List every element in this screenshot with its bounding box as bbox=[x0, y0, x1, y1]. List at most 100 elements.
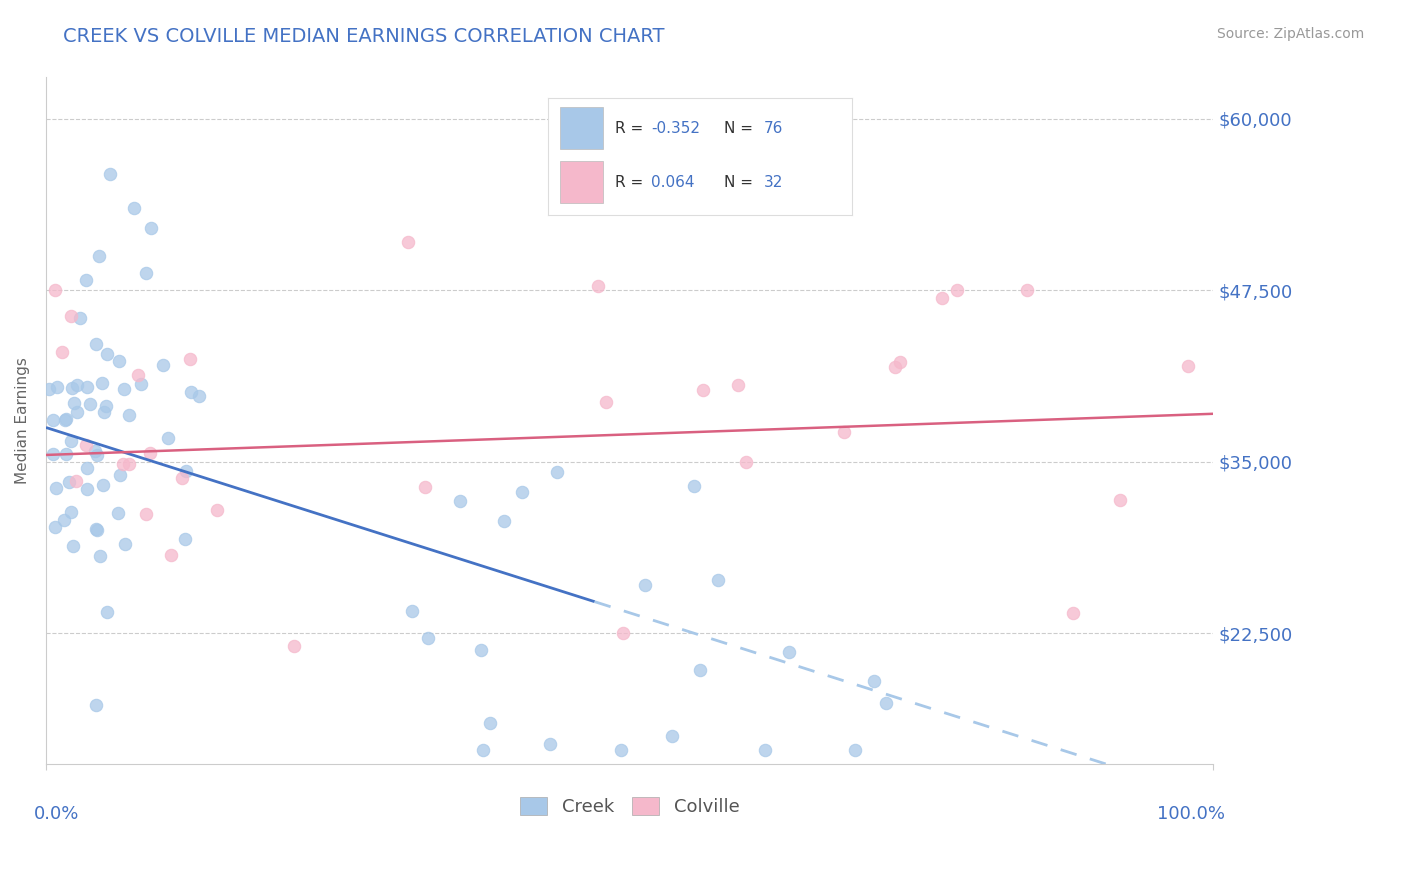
Point bbox=[38, 382, 60, 396]
Point bbox=[42, 413, 65, 427]
Point bbox=[683, 479, 706, 493]
Point bbox=[53, 413, 76, 427]
Point bbox=[84, 444, 107, 458]
Point bbox=[63, 396, 86, 410]
Point bbox=[492, 514, 515, 528]
Point bbox=[179, 351, 201, 366]
Point bbox=[727, 378, 749, 392]
Point bbox=[156, 431, 179, 445]
Point bbox=[44, 283, 66, 297]
Point bbox=[661, 730, 683, 744]
Text: CREEK VS COLVILLE MEDIAN EARNINGS CORRELATION CHART: CREEK VS COLVILLE MEDIAN EARNINGS CORREL… bbox=[63, 27, 665, 45]
Point bbox=[98, 167, 121, 181]
Point bbox=[118, 457, 141, 471]
Point bbox=[538, 737, 561, 751]
Point bbox=[69, 311, 91, 326]
Point bbox=[107, 506, 129, 520]
Point bbox=[65, 474, 87, 488]
Point bbox=[66, 405, 89, 419]
Point bbox=[610, 743, 633, 757]
Point bbox=[60, 505, 83, 519]
Point bbox=[180, 384, 202, 399]
Point bbox=[76, 380, 98, 394]
Point bbox=[478, 715, 501, 730]
Legend: Creek, Colville: Creek, Colville bbox=[513, 789, 747, 823]
Point bbox=[152, 358, 174, 372]
Point bbox=[692, 384, 714, 398]
Y-axis label: Median Earnings: Median Earnings bbox=[15, 357, 30, 484]
Point bbox=[84, 522, 107, 536]
Point bbox=[96, 347, 118, 361]
Point bbox=[59, 309, 82, 323]
Point bbox=[844, 743, 866, 757]
Text: 100.0%: 100.0% bbox=[1157, 805, 1225, 823]
Point bbox=[634, 578, 657, 592]
Point bbox=[863, 673, 886, 688]
Point bbox=[75, 273, 97, 287]
Point bbox=[79, 396, 101, 410]
Point bbox=[114, 537, 136, 551]
Point bbox=[1109, 493, 1132, 508]
Point bbox=[86, 336, 108, 351]
Point bbox=[45, 481, 67, 495]
Point bbox=[754, 743, 776, 757]
Point bbox=[889, 355, 911, 369]
Point bbox=[205, 503, 228, 517]
Point bbox=[139, 221, 162, 235]
Point bbox=[135, 508, 157, 522]
Point bbox=[172, 471, 194, 485]
Point bbox=[160, 548, 183, 562]
Point bbox=[396, 235, 419, 249]
Point bbox=[111, 457, 134, 471]
Point bbox=[778, 645, 800, 659]
Point bbox=[62, 539, 84, 553]
Point bbox=[42, 446, 65, 460]
Point bbox=[135, 266, 157, 280]
Point bbox=[90, 376, 112, 391]
Point bbox=[93, 405, 115, 419]
Point bbox=[832, 425, 855, 440]
Point bbox=[89, 549, 111, 563]
Point bbox=[76, 461, 98, 475]
Point bbox=[44, 520, 66, 534]
Point bbox=[55, 447, 77, 461]
Point bbox=[108, 467, 131, 482]
Point bbox=[707, 573, 730, 587]
Point bbox=[586, 279, 609, 293]
Point bbox=[96, 606, 118, 620]
Point bbox=[131, 377, 153, 392]
Point bbox=[174, 532, 197, 546]
Point bbox=[449, 493, 471, 508]
Point bbox=[595, 395, 617, 409]
Point bbox=[87, 249, 110, 263]
Point bbox=[58, 475, 80, 489]
Point bbox=[884, 359, 907, 374]
Point bbox=[86, 449, 108, 463]
Point bbox=[735, 455, 758, 469]
Point bbox=[415, 480, 437, 494]
Point bbox=[401, 603, 423, 617]
Point bbox=[875, 696, 897, 710]
Point bbox=[612, 625, 634, 640]
Point bbox=[1177, 359, 1199, 373]
Point bbox=[118, 409, 141, 423]
Point bbox=[86, 523, 108, 537]
Point bbox=[51, 344, 73, 359]
Point bbox=[139, 446, 162, 460]
Point bbox=[510, 485, 533, 500]
Point bbox=[945, 283, 967, 297]
Text: Source: ZipAtlas.com: Source: ZipAtlas.com bbox=[1216, 27, 1364, 41]
Point bbox=[108, 353, 131, 368]
Point bbox=[65, 377, 87, 392]
Point bbox=[46, 380, 69, 394]
Point bbox=[91, 478, 114, 492]
Point bbox=[112, 382, 135, 396]
Point bbox=[689, 663, 711, 677]
Point bbox=[283, 639, 305, 653]
Point bbox=[84, 698, 107, 712]
Point bbox=[127, 368, 149, 383]
Point bbox=[471, 743, 494, 757]
Point bbox=[418, 632, 440, 646]
Point bbox=[174, 464, 197, 478]
Point bbox=[60, 434, 83, 449]
